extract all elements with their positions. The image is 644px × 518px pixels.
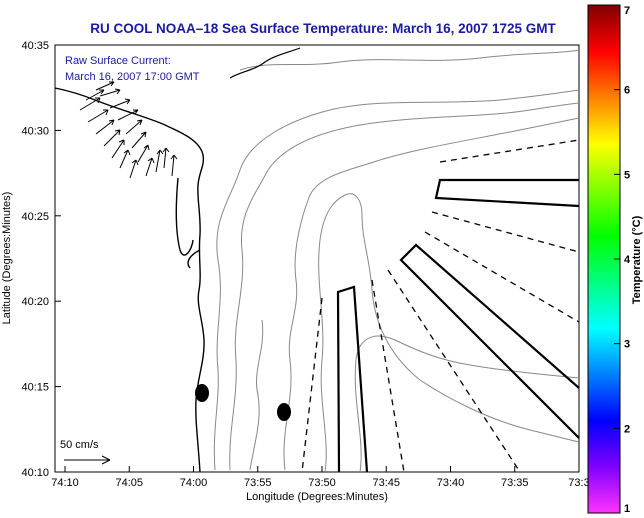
station-marker xyxy=(277,403,291,421)
y-tick-label: 40:35 xyxy=(21,40,49,52)
y-tick-label: 40:25 xyxy=(21,211,49,223)
colorbar-tick-label: 5 xyxy=(624,169,630,181)
contour-line xyxy=(249,319,264,471)
y-axis: 40:35 40:30 40:25 40:20 40:15 40:10 xyxy=(21,40,61,479)
y-axis-label: Latitude (Degrees:Minutes) xyxy=(1,192,13,325)
current-vector xyxy=(111,139,125,159)
x-tick-label: 74:00 xyxy=(180,477,208,489)
current-vector xyxy=(129,159,139,179)
contour-line xyxy=(354,335,580,473)
colorbar-label: Temperature (°C) xyxy=(631,215,643,304)
coastline xyxy=(187,249,201,269)
station-marker xyxy=(195,384,209,402)
current-vector xyxy=(79,97,101,111)
colorbar-tick-label: 3 xyxy=(624,339,630,351)
x-tick-label: 73:40 xyxy=(437,477,465,489)
x-axis-label: Longitude (Degrees:Minutes) xyxy=(246,491,388,503)
current-vector xyxy=(109,98,131,109)
colorbar-tick-label: 2 xyxy=(624,423,630,435)
current-vector xyxy=(103,129,121,147)
x-tick-label: 74:10 xyxy=(51,477,79,489)
contour-line xyxy=(239,49,580,71)
colorbar-tick-label: 6 xyxy=(624,85,630,97)
contour-line xyxy=(283,117,580,471)
annotation-line-1: Raw Surface Current: xyxy=(65,55,171,67)
scale-arrow xyxy=(64,455,111,465)
current-vector xyxy=(131,131,147,149)
x-axis: 74:10 74:05 74:00 73:55 73:50 73:45 73:40 73:35… xyxy=(51,466,590,489)
chart-title: RU COOL NOAA–18 Sea Surface Temperature:… xyxy=(90,21,556,36)
x-tick-label: 73:45 xyxy=(372,477,400,489)
colorbar-tick-label: 7 xyxy=(624,5,630,17)
sector-lines xyxy=(301,139,580,473)
sector-boxes xyxy=(336,178,580,473)
x-tick-label: 73:35 xyxy=(501,477,529,489)
y-tick-label: 40:10 xyxy=(21,467,49,479)
current-vectors xyxy=(79,81,178,179)
scale-label: 50 cm/s xyxy=(60,439,99,451)
contour-line xyxy=(318,193,580,473)
colorbar-ticks: 1 2 3 4 5 6 7 xyxy=(614,4,631,515)
y-tick-label: 40:30 xyxy=(21,125,49,137)
coastline xyxy=(229,47,301,79)
current-vector xyxy=(95,81,115,91)
x-tick-label: 74:05 xyxy=(115,477,143,489)
current-vector xyxy=(99,88,121,97)
coastline xyxy=(175,177,194,256)
plot-frame xyxy=(54,44,580,473)
current-vector xyxy=(119,149,131,169)
bathymetry-contours xyxy=(213,49,580,473)
current-vector xyxy=(117,109,139,121)
x-tick-label: 73:55 xyxy=(244,477,272,489)
current-vector xyxy=(95,119,115,135)
sector-box xyxy=(336,285,369,473)
y-tick-label: 40:15 xyxy=(21,382,49,394)
contour-line xyxy=(229,102,580,471)
colorbar-tick-label: 4 xyxy=(624,254,631,266)
y-tick-label: 40:20 xyxy=(21,296,49,308)
current-vector xyxy=(145,157,155,177)
x-tick-label: 73:3 xyxy=(568,477,589,489)
colorbar-tick-label: 1 xyxy=(624,503,630,515)
current-vector xyxy=(162,147,170,169)
current-vector xyxy=(125,119,143,135)
sector-box xyxy=(434,178,580,208)
current-vector xyxy=(170,154,178,177)
current-vector xyxy=(87,109,109,123)
current-vector xyxy=(137,144,150,163)
x-tick-label: 73:50 xyxy=(308,477,336,489)
sector-box xyxy=(399,243,580,439)
annotation-line-2: March 16, 2007 17:00 GMT xyxy=(65,71,200,83)
plot-area: Raw Surface Current: March 16, 2007 17:0… xyxy=(54,44,580,473)
current-vector xyxy=(85,89,105,101)
current-vector xyxy=(155,149,164,173)
contour-line xyxy=(213,89,580,471)
